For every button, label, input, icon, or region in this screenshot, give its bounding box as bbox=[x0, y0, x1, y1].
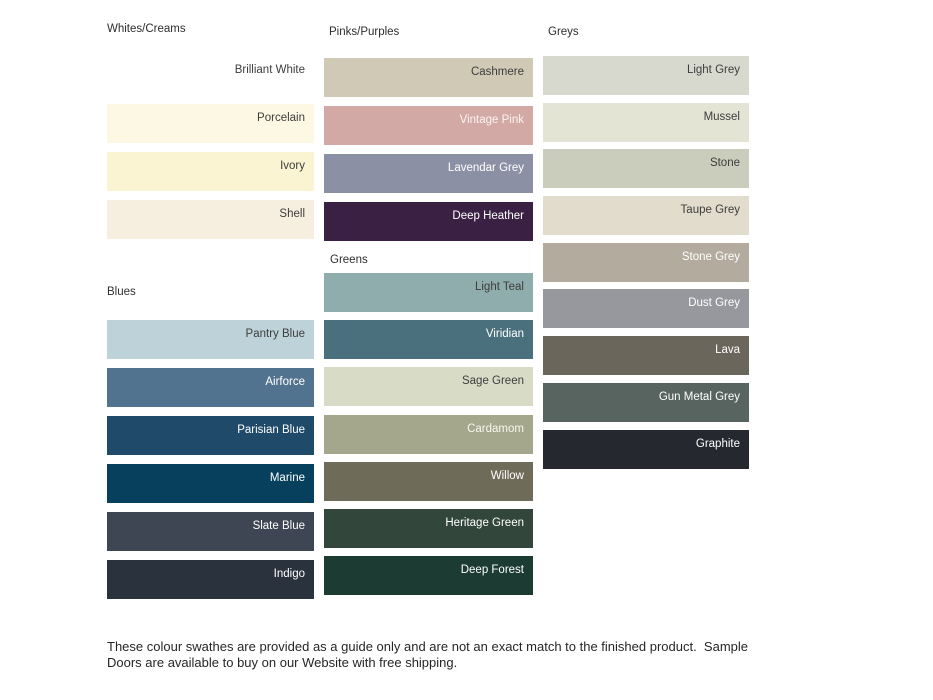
swatch-graphite: Graphite bbox=[543, 429, 749, 469]
swatch-porcelain: Porcelain bbox=[107, 104, 314, 143]
swatch-lava: Lava bbox=[543, 336, 749, 376]
swatch-label-slate-blue: Slate Blue bbox=[252, 520, 305, 532]
swatch-label-vintage-pink: Vintage Pink bbox=[459, 114, 524, 126]
swatch-light-teal: Light Teal bbox=[324, 273, 533, 312]
swatch-label-cardamom: Cardamom bbox=[467, 422, 524, 435]
swatch-column-pinks-greens: Pinks/Purples Cashmere Vintage Pink Lavenda… bbox=[324, 25, 533, 603]
swatch-slate-blue: Slate Blue bbox=[107, 512, 314, 551]
swatch-lavendar-grey: Lavendar Grey bbox=[324, 154, 533, 193]
swatch-willow: Willow bbox=[324, 461, 533, 501]
swatch-label-heritage-green: Heritage Green bbox=[445, 516, 524, 529]
swatch-label-deep-forest: Deep Forest bbox=[460, 564, 524, 577]
swatch-cardamom: Cardamom bbox=[324, 414, 533, 454]
swatch-airforce: Airforce bbox=[107, 368, 314, 407]
swatch-brilliant-white: Brilliant White bbox=[107, 56, 314, 95]
swatch-label-brilliant-white: Brilliant White bbox=[234, 64, 305, 76]
swatch-shell: Shell bbox=[107, 200, 314, 239]
swatch-indigo: Indigo bbox=[107, 560, 314, 599]
section-header-whites-creams: Whites/Creams bbox=[107, 23, 186, 35]
swatch-mussel: Mussel bbox=[543, 102, 749, 142]
swatch-stone: Stone bbox=[543, 149, 749, 189]
swatch-marine: Marine bbox=[107, 464, 314, 503]
swatch-label-indigo: Indigo bbox=[273, 568, 305, 580]
swatch-label-deep-heather: Deep Heather bbox=[452, 210, 524, 222]
swatch-label-light-grey: Light Grey bbox=[686, 64, 740, 76]
swatch-label-taupe-grey: Taupe Grey bbox=[680, 204, 740, 217]
swatch-label-dust-grey: Dust Grey bbox=[688, 297, 740, 310]
swatch-label-stone-grey: Stone Grey bbox=[681, 250, 740, 263]
swatch-label-ivory: Ivory bbox=[280, 160, 305, 172]
swatch-cashmere: Cashmere bbox=[324, 58, 533, 97]
swatch-label-pantry-blue: Pantry Blue bbox=[245, 328, 305, 340]
group-blues: Blues Pantry Blue Airforce Parisian Blue Mar… bbox=[107, 285, 314, 599]
section-header-blues: Blues bbox=[107, 286, 136, 298]
swatch-label-viridian: Viridian bbox=[485, 328, 524, 341]
swatch-label-marine: Marine bbox=[269, 472, 305, 484]
disclaimer-line-2: Doors are available to buy on our Websit… bbox=[107, 655, 458, 670]
swatch-label-mussel: Mussel bbox=[703, 110, 740, 123]
swatch-label-lava: Lava bbox=[715, 344, 740, 357]
swatch-gun-metal-grey: Gun Metal Grey bbox=[543, 382, 749, 422]
swatch-label-gun-metal-grey: Gun Metal Grey bbox=[658, 390, 740, 403]
swatch-dust-grey: Dust Grey bbox=[543, 289, 749, 329]
disclaimer-text: These colour swathes are provided as a g… bbox=[107, 639, 748, 671]
swatch-light-grey: Light Grey bbox=[543, 56, 749, 95]
swatch-label-airforce: Airforce bbox=[265, 376, 305, 388]
group-whites-creams: Whites/Creams Brilliant White Porcelain Ivo… bbox=[107, 22, 314, 239]
swatch-sage-green: Sage Green bbox=[324, 367, 533, 407]
section-header-greys: Greys bbox=[548, 26, 579, 38]
swatch-label-shell: Shell bbox=[279, 208, 305, 220]
swatch-vintage-pink: Vintage Pink bbox=[324, 106, 533, 145]
section-header-greens: Greens bbox=[330, 254, 368, 266]
swatch-pantry-blue: Pantry Blue bbox=[107, 320, 314, 359]
swatch-column-whites-blues: Whites/Creams Brilliant White Porcelain Ivo… bbox=[107, 22, 314, 608]
swatch-label-willow: Willow bbox=[490, 469, 524, 482]
swatch-label-lavendar-grey: Lavendar Grey bbox=[447, 162, 524, 174]
swatch-parisian-blue: Parisian Blue bbox=[107, 416, 314, 455]
swatch-ivory: Ivory bbox=[107, 152, 314, 191]
swatch-stone-grey: Stone Grey bbox=[543, 242, 749, 282]
swatch-label-graphite: Graphite bbox=[695, 437, 740, 450]
group-pinks-purples: Pinks/Purples Cashmere Vintage Pink Lavenda… bbox=[324, 25, 533, 241]
swatch-taupe-grey: Taupe Grey bbox=[543, 196, 749, 236]
section-header-pinks-purples: Pinks/Purples bbox=[329, 26, 400, 38]
swatch-deep-heather: Deep Heather bbox=[324, 202, 533, 241]
swatch-label-parisian-blue: Parisian Blue bbox=[237, 424, 305, 436]
disclaimer-line-1: These colour swathes are provided as a g… bbox=[107, 639, 748, 654]
swatch-label-porcelain: Porcelain bbox=[257, 112, 305, 124]
swatch-label-light-teal: Light Teal bbox=[474, 281, 524, 293]
swatch-deep-forest: Deep Forest bbox=[324, 556, 533, 596]
group-greens: Greens Light Teal Viridian Sage Green Cardam… bbox=[324, 253, 533, 596]
swatch-label-stone: Stone bbox=[709, 157, 740, 170]
swatch-column-greys: Greys Light Grey Mussel Stone Taupe Grey Ston… bbox=[543, 25, 749, 476]
swatch-label-sage-green: Sage Green bbox=[461, 375, 524, 388]
swatch-label-cashmere: Cashmere bbox=[470, 66, 524, 78]
swatch-viridian: Viridian bbox=[324, 320, 533, 360]
group-greys: Greys Light Grey Mussel Stone Taupe Grey Ston… bbox=[543, 25, 749, 469]
swatch-heritage-green: Heritage Green bbox=[324, 508, 533, 548]
